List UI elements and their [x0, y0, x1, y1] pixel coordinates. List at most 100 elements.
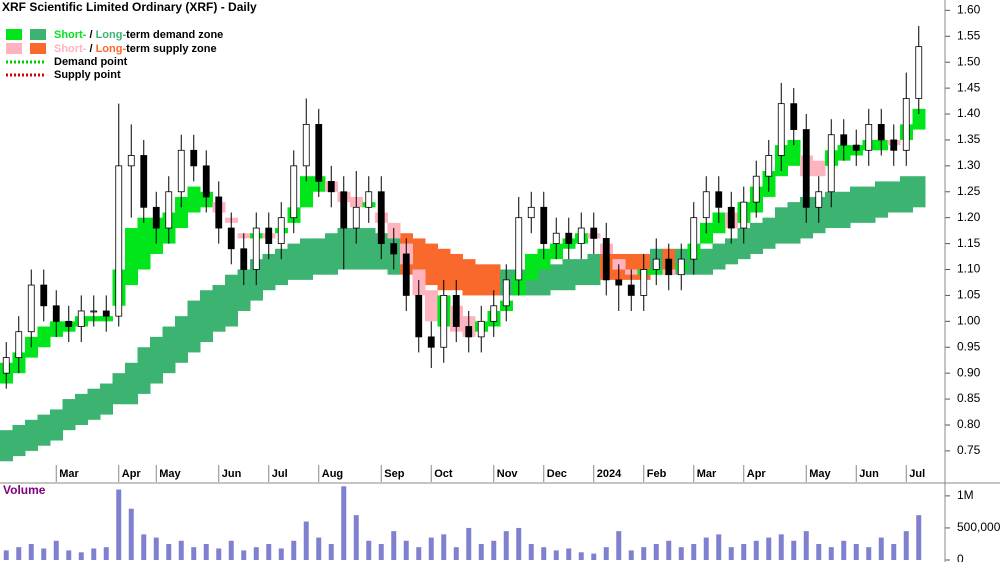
volume-bar — [903, 531, 909, 560]
long-zone — [750, 222, 763, 254]
long-zone — [575, 259, 588, 286]
x-tick-label: Jul — [272, 468, 288, 480]
long-zone — [362, 228, 376, 270]
candle-body — [677, 258, 685, 276]
volume-bar — [766, 537, 772, 560]
volume-bar — [753, 540, 759, 560]
volume-bar — [453, 547, 459, 560]
long-zone — [137, 347, 151, 394]
legend-text: Supply point — [54, 69, 121, 81]
candle-body — [702, 191, 710, 219]
volume-bar — [328, 543, 334, 560]
candle-body — [115, 165, 123, 317]
volume-bar — [228, 540, 234, 560]
volume-bar — [191, 547, 197, 560]
volume-bar — [641, 547, 647, 560]
y-tick-label: 0.90 — [957, 365, 981, 379]
candle-body — [65, 320, 73, 327]
short-zone — [525, 253, 538, 280]
candle-body — [477, 320, 485, 338]
long-zone — [450, 253, 463, 291]
volume-bar — [653, 543, 659, 560]
candle-body — [452, 295, 460, 327]
volume-bar — [216, 548, 222, 560]
long-zone — [725, 238, 738, 265]
candle-body — [590, 227, 598, 239]
volume-bar — [303, 521, 309, 560]
volume-bar — [878, 537, 884, 560]
volume-bar — [166, 543, 172, 560]
volume-bar — [203, 543, 209, 560]
y-tick-label: 1.20 — [957, 210, 981, 224]
volume-bar — [341, 486, 347, 560]
volume-title: Volume — [3, 483, 46, 497]
volume-bar — [841, 540, 847, 560]
long-zone — [150, 336, 163, 384]
volume-bar — [678, 547, 684, 560]
long-zone — [762, 217, 776, 249]
candle-body — [865, 123, 873, 151]
volume-bar — [853, 543, 859, 560]
volume-bar — [578, 552, 584, 560]
candle-body — [615, 279, 623, 286]
candle-body — [540, 206, 548, 244]
long-zone — [787, 202, 801, 244]
candle-body — [352, 206, 360, 229]
volume-bar — [291, 540, 297, 560]
volume-bar — [278, 548, 284, 560]
long-zone — [587, 253, 601, 286]
volume-bar — [53, 540, 59, 560]
y-tick-label: 1.55 — [957, 28, 981, 42]
candle-body — [227, 227, 235, 250]
long-zone — [825, 191, 838, 229]
candle-body — [877, 123, 885, 141]
volume-bar — [891, 543, 897, 560]
x-tick-label: Nov — [497, 468, 519, 480]
volume-bar — [141, 534, 147, 560]
volume-bar — [491, 540, 497, 560]
candle-body — [52, 305, 60, 322]
volume-bar — [441, 534, 447, 560]
x-tick-label: Sep — [384, 468, 404, 480]
long-zone — [875, 181, 888, 218]
candle-body — [490, 305, 498, 322]
long-zone — [37, 414, 51, 446]
volume-y-tick-label: 500,000 — [957, 520, 1000, 534]
candle-body — [802, 129, 810, 208]
volume-bar — [541, 547, 547, 560]
short-zone — [187, 186, 201, 213]
candle-body — [102, 310, 110, 317]
candle-body — [827, 134, 835, 193]
x-tick-label: 2024 — [597, 468, 622, 480]
long-zone — [62, 399, 76, 431]
long-zone — [712, 243, 726, 270]
long-zone — [287, 243, 301, 280]
volume-bar — [16, 547, 22, 560]
candle-body — [402, 253, 410, 296]
short-zone — [787, 139, 801, 166]
x-tick-label: May — [809, 468, 831, 480]
long-zone — [25, 419, 38, 451]
candle-body — [577, 227, 585, 244]
x-tick-label: Mar — [59, 468, 79, 480]
volume-bar — [28, 543, 34, 560]
candle-body — [790, 103, 798, 130]
volume-bar — [803, 531, 809, 560]
long-zone — [275, 248, 288, 286]
long-zone — [437, 248, 451, 291]
y-tick-label: 1.30 — [957, 158, 981, 172]
candle-body — [415, 295, 423, 338]
short-zone — [175, 196, 188, 229]
legend-swatch — [6, 43, 22, 54]
volume-bar — [78, 552, 84, 560]
candle-body — [90, 310, 98, 313]
long-zone — [537, 264, 551, 296]
candle-body — [77, 310, 85, 327]
candle-body — [727, 206, 735, 229]
volume-bar — [253, 547, 259, 560]
volume-bar — [916, 515, 922, 560]
long-zone — [200, 290, 213, 343]
y-tick-label: 0.95 — [957, 339, 981, 353]
short-zone — [912, 108, 926, 130]
y-tick-label: 1.35 — [957, 132, 981, 146]
